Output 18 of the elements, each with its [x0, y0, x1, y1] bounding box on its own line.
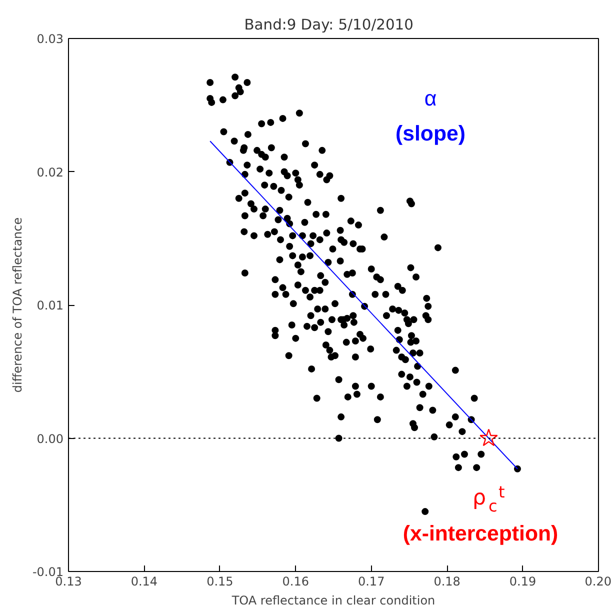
- x-tick-label: 0.18: [434, 574, 460, 588]
- x-tick-label: 0.15: [206, 574, 234, 588]
- y-tick-label: 0.02: [36, 165, 64, 180]
- x-tick-label: 0.17: [358, 574, 385, 588]
- annotation: (x-interception): [402, 522, 558, 546]
- x-tick-label: 0.16: [282, 574, 309, 588]
- y-tick-label: 0.01: [36, 298, 64, 312]
- annotation: (slope): [396, 122, 466, 146]
- annotation: α: [424, 86, 437, 110]
- x-tick-label: 0.20: [584, 574, 611, 588]
- y-tick-label: 0.00: [36, 432, 64, 446]
- x-tick-label: 0.14: [130, 574, 158, 588]
- x-tick-label: 0.19: [509, 574, 536, 588]
- y-axis-title: difference of TOA reflectance: [10, 217, 24, 393]
- x-tick-label: 0.13: [55, 574, 82, 588]
- x-axis-title: TOA reflectance in clear condition: [230, 594, 436, 608]
- chart-title: Band:9 Day: 5/10/2010: [244, 16, 414, 34]
- y-tick-label: 0.03: [36, 32, 64, 46]
